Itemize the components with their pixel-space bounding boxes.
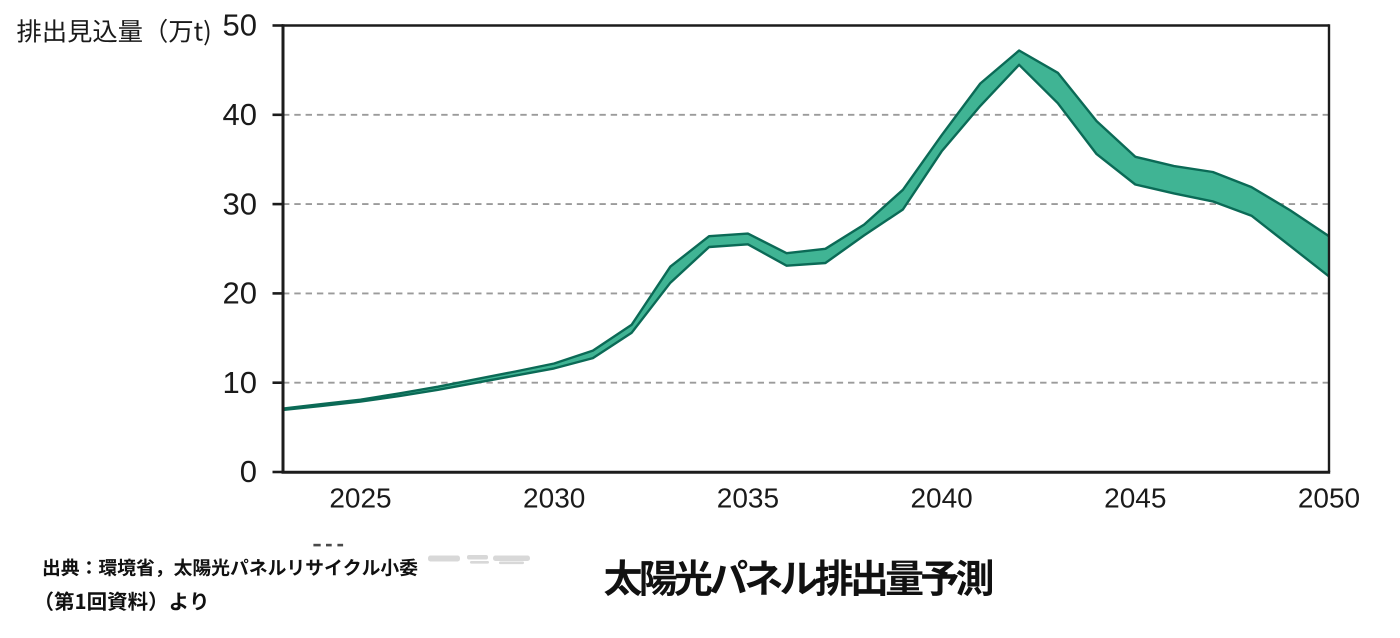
svg-text:2040: 2040 — [910, 483, 972, 514]
svg-text:2050: 2050 — [1298, 483, 1360, 514]
svg-text:2035: 2035 — [717, 483, 779, 514]
svg-text:2030: 2030 — [523, 483, 585, 514]
svg-text:2025: 2025 — [329, 483, 391, 514]
svg-text:20: 20 — [223, 276, 257, 311]
svg-text:10: 10 — [223, 365, 257, 400]
svg-text:30: 30 — [223, 186, 257, 221]
svg-text:0: 0 — [240, 454, 257, 489]
svg-text:2045: 2045 — [1104, 483, 1166, 514]
svg-text:50: 50 — [223, 8, 257, 43]
svg-text:40: 40 — [223, 97, 257, 132]
